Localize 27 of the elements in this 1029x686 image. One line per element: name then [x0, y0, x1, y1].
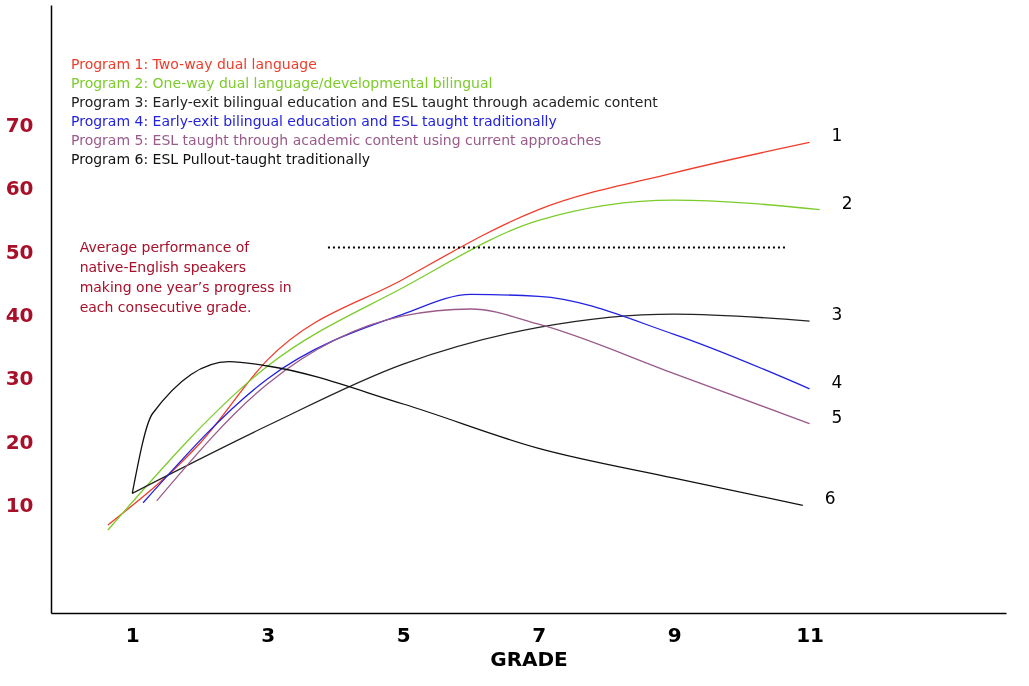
annotation: 1: [831, 125, 843, 146]
x-tick-label: 1: [125, 622, 140, 647]
x-tick-label: 7: [532, 622, 547, 647]
x-tick-label: 9: [667, 622, 682, 647]
y-tick-label: 30: [5, 366, 34, 391]
y-tick-label: 50: [5, 239, 34, 264]
x-axis-title: GRADE: [490, 646, 568, 671]
annotation: 5: [831, 406, 843, 427]
text: Program 2: One-way dual language/developmental bilingual: [71, 75, 493, 91]
annotation: 3: [831, 304, 843, 325]
text: Program 5: ESL taught through academic content using current approaches: [71, 132, 602, 148]
x-tick-label: 11: [796, 622, 824, 647]
text: Program 4: Early-exit bilingual education and ESL taught traditionally: [71, 113, 557, 129]
text: Program 6: ESL Pullout-taught traditionally: [71, 151, 371, 167]
annotation: 4: [831, 371, 843, 392]
y-tick-label: 70: [5, 112, 34, 137]
x-tick-label: 5: [396, 622, 411, 647]
y-tick-label: 10: [5, 492, 34, 517]
text: Program 3: Early-exit bilingual education and ESL taught through academic content: [71, 94, 659, 110]
text: Program 1: Two-way dual language: [71, 56, 317, 72]
y-tick-label: 20: [5, 429, 34, 454]
ref-line-label: Average performance of native-English speakers making one year’s progress in each consecutive grade.: [79, 238, 292, 315]
y-tick-label: 40: [5, 302, 34, 327]
annotation: 2: [841, 192, 853, 213]
y-tick-label: 60: [5, 176, 34, 201]
annotation: 6: [824, 488, 836, 509]
x-tick-label: 3: [261, 622, 276, 647]
